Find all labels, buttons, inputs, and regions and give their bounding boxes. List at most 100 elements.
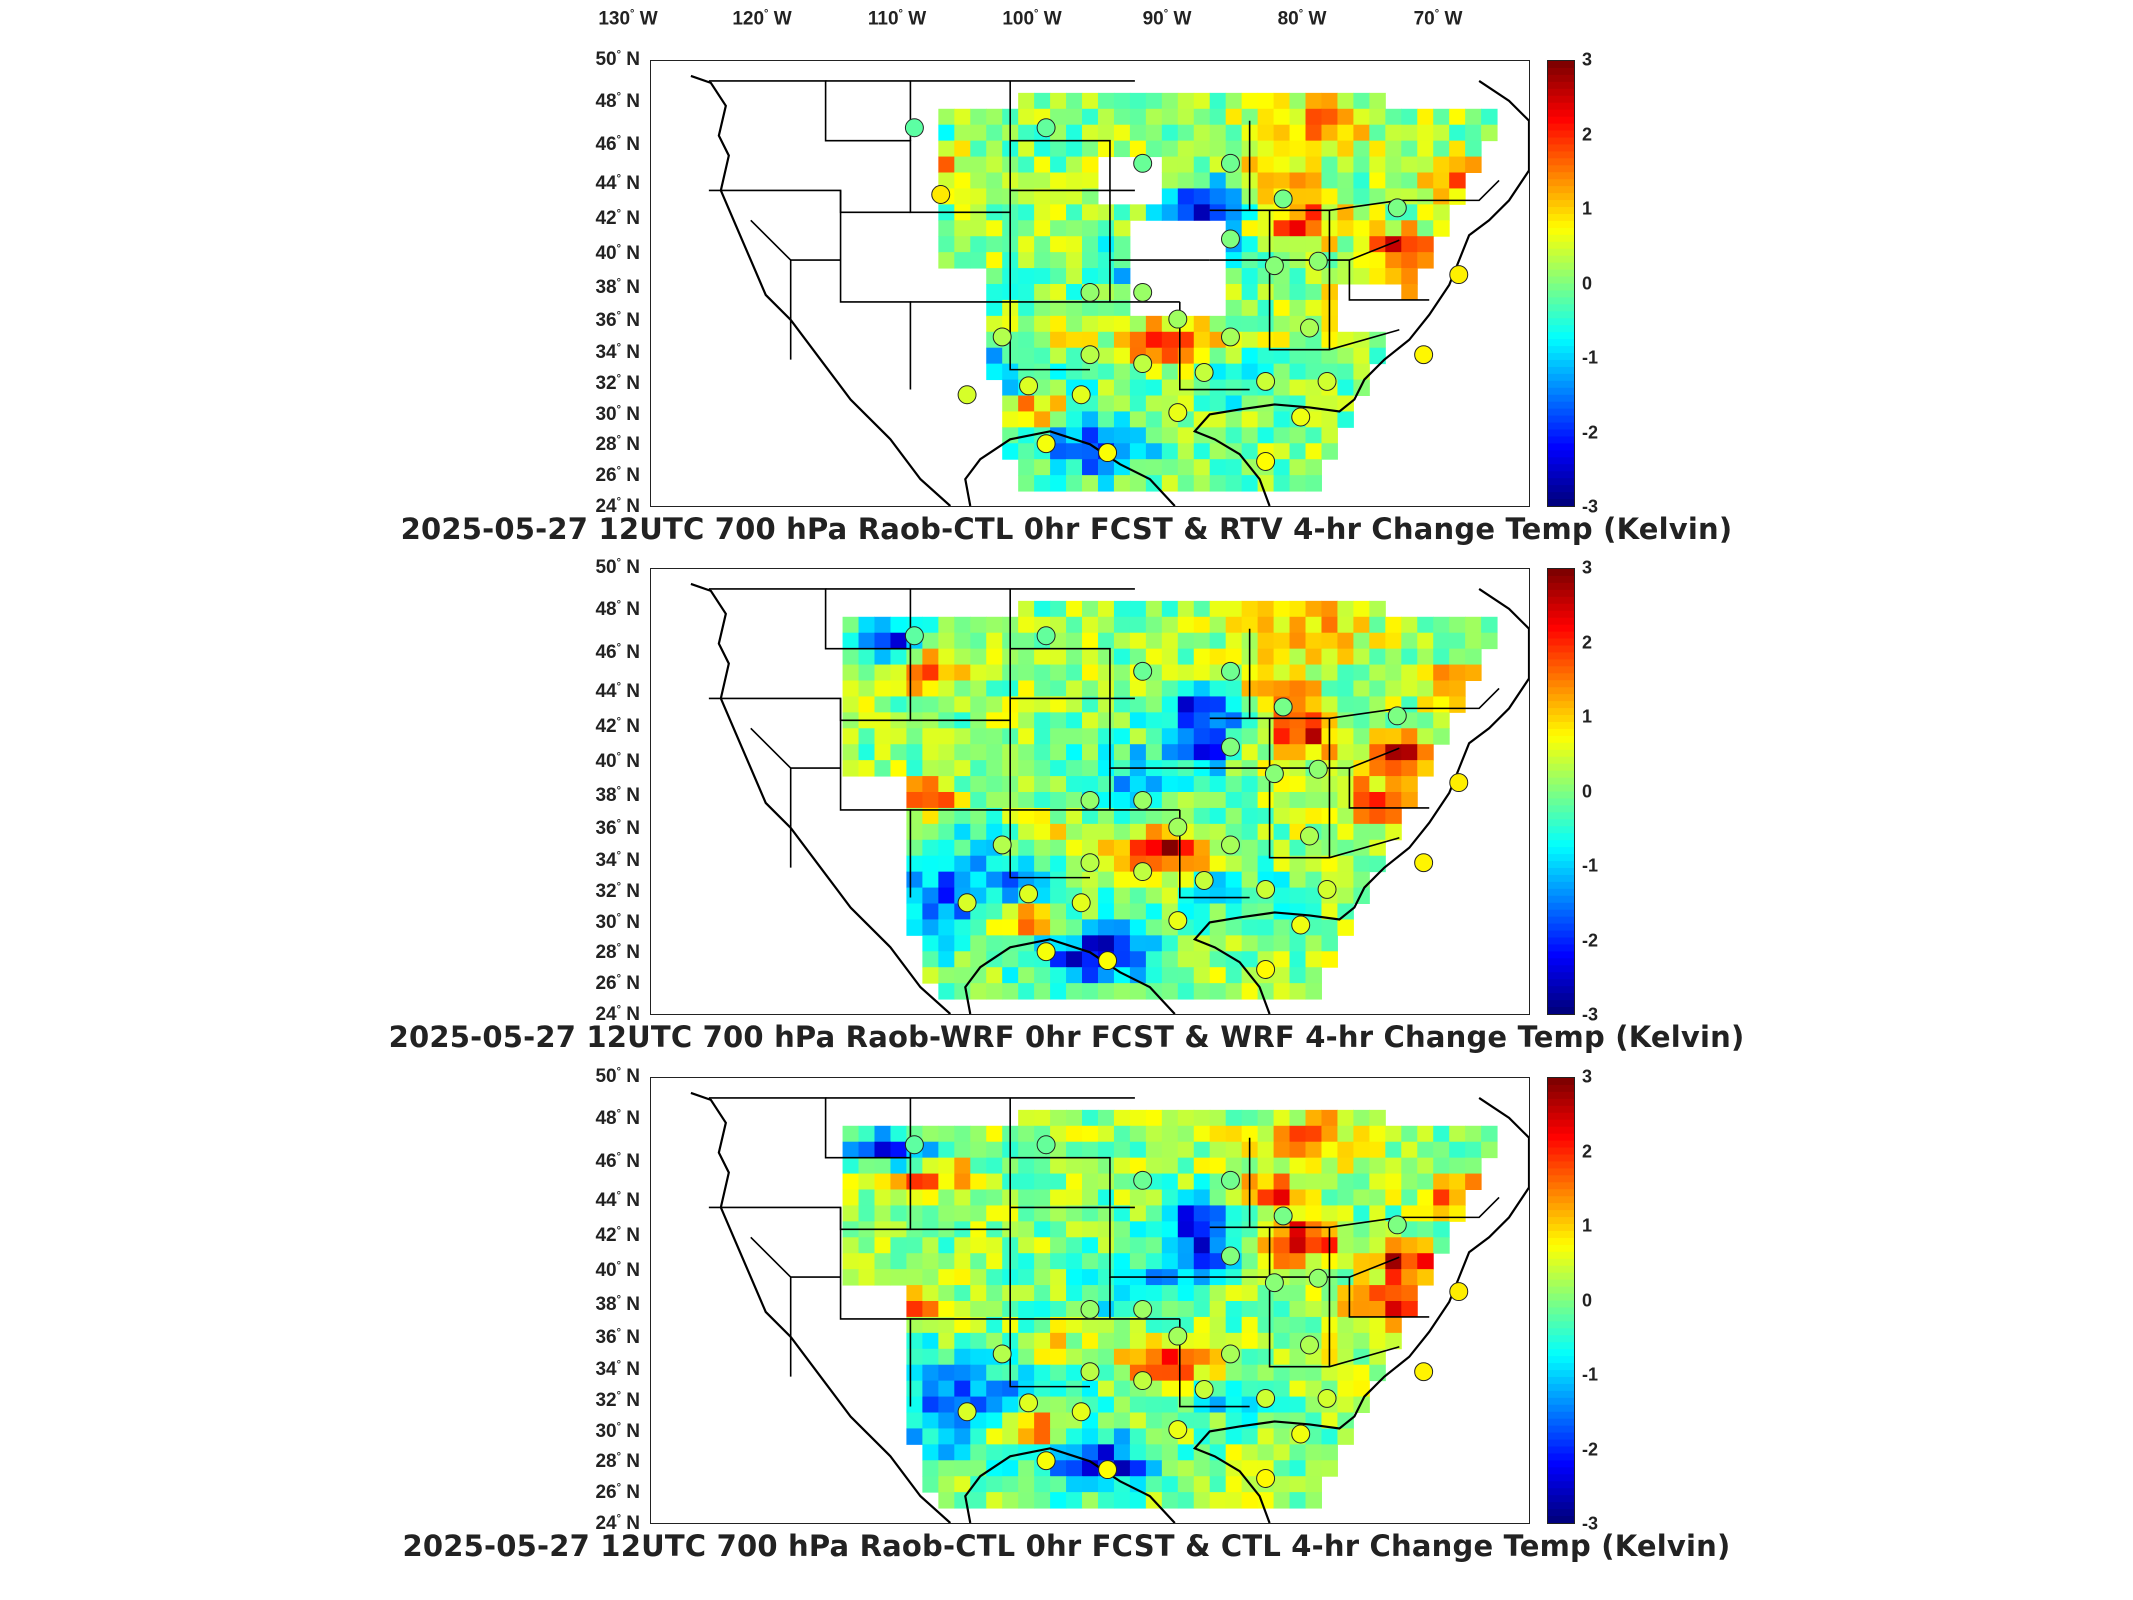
field-cell [1066, 1269, 1083, 1286]
state-boundary [708, 189, 911, 214]
field-cell [1002, 379, 1019, 396]
field-cell [1273, 664, 1291, 681]
field-cell [1034, 1380, 1051, 1398]
field-cell [1289, 1221, 1307, 1238]
lat-label-40: 40° N [560, 750, 640, 772]
field-cell [1097, 1492, 1115, 1509]
field-cell [1050, 411, 1067, 428]
field-cell [1289, 1109, 1307, 1127]
field-cell [1369, 1157, 1386, 1175]
degree-mark: ° [616, 681, 621, 694]
state-boundary [1268, 210, 1400, 351]
lon-value: 100 [1002, 8, 1035, 30]
raob-station-marker [1300, 826, 1319, 846]
field-cell [1385, 1237, 1402, 1254]
field-cell [1337, 871, 1354, 889]
field-cell [1034, 919, 1051, 936]
field-cell [1241, 887, 1259, 904]
field-cell [922, 1460, 939, 1477]
field-cell [954, 1269, 971, 1286]
field-cell [1177, 744, 1195, 761]
field-cell [1305, 268, 1322, 285]
field-cell [1177, 1380, 1195, 1398]
field-cell [1289, 363, 1307, 381]
field-cell [1289, 1141, 1307, 1159]
degree-mark: ° [616, 880, 621, 893]
lat-label-46: 46° N [560, 642, 640, 664]
field-cell [1369, 680, 1386, 697]
field-cell [1145, 967, 1163, 984]
field-cell [986, 1237, 1003, 1254]
field-cell [1289, 268, 1307, 285]
field-cell [1002, 443, 1019, 460]
raob-station-marker [1194, 363, 1214, 382]
raob-station-marker [1414, 345, 1434, 365]
degree-mark: ° [616, 1065, 621, 1078]
field-cell [1145, 1157, 1163, 1175]
field-cell [1129, 632, 1147, 650]
field-cell [1385, 1157, 1402, 1175]
field-cell [1145, 600, 1163, 618]
degree-mark: ° [616, 464, 621, 477]
field-cell [1097, 92, 1115, 110]
field-cell [1465, 1173, 1482, 1190]
field-cell [1066, 823, 1083, 841]
field-cell [970, 855, 987, 873]
field-cell [1177, 1205, 1195, 1222]
field-cell [954, 236, 971, 253]
degree-mark: ° [1434, 8, 1440, 20]
field-cell [1209, 1316, 1227, 1334]
colorbar-tick-label: 1 [1582, 706, 1593, 727]
raob-station-marker [1098, 443, 1118, 463]
field-cell [1449, 140, 1466, 158]
field-cell [1113, 839, 1131, 857]
field-cell [1385, 1189, 1402, 1206]
field-cell [1145, 903, 1163, 920]
field-cell [906, 1348, 923, 1366]
field-cell [874, 1173, 891, 1190]
field-cell [1305, 1460, 1322, 1477]
field-cell [1082, 616, 1099, 634]
field-cell [1241, 1492, 1259, 1509]
lat-value: 32 [595, 373, 617, 395]
field-cell [970, 616, 987, 634]
field-cell [1177, 696, 1195, 713]
field-cell [1145, 140, 1163, 158]
field-cell [1097, 1109, 1115, 1127]
field-cell [1225, 427, 1243, 444]
field-cell [1369, 1125, 1386, 1143]
field-cell [1113, 648, 1131, 666]
field-cell [1257, 204, 1275, 221]
field-cell [1289, 1396, 1307, 1413]
field-cell [1082, 712, 1099, 729]
field-cell [1273, 712, 1291, 729]
lat-value: 34 [595, 849, 617, 871]
field-cell [1097, 1444, 1115, 1461]
raob-station-marker [1387, 1215, 1407, 1235]
field-cell [1161, 1476, 1179, 1493]
field-cell [1066, 1476, 1083, 1493]
field-cell [1369, 268, 1386, 285]
field-cell [1193, 903, 1211, 920]
field-cell [1097, 744, 1115, 761]
field-cell [1321, 855, 1338, 873]
field-cell [1050, 823, 1067, 841]
degree-mark: ° [616, 942, 621, 955]
field-cell [970, 823, 987, 841]
degree-mark: ° [616, 1224, 621, 1237]
field-cell [1353, 140, 1370, 158]
field-cell [1193, 728, 1211, 745]
field-cell [1066, 1348, 1083, 1366]
degree-mark: ° [616, 1421, 621, 1434]
field-cell [1050, 712, 1067, 729]
field-cell [1002, 395, 1019, 412]
field-cell [1113, 1141, 1131, 1159]
field-cell [1177, 1221, 1195, 1238]
field-cell [1018, 791, 1035, 809]
field-cell [1209, 1412, 1227, 1429]
field-cell [1289, 967, 1307, 984]
field-cell [1113, 427, 1131, 444]
field-cell [1241, 315, 1259, 333]
field-cell [1369, 1285, 1386, 1302]
field-cell [1018, 839, 1035, 857]
